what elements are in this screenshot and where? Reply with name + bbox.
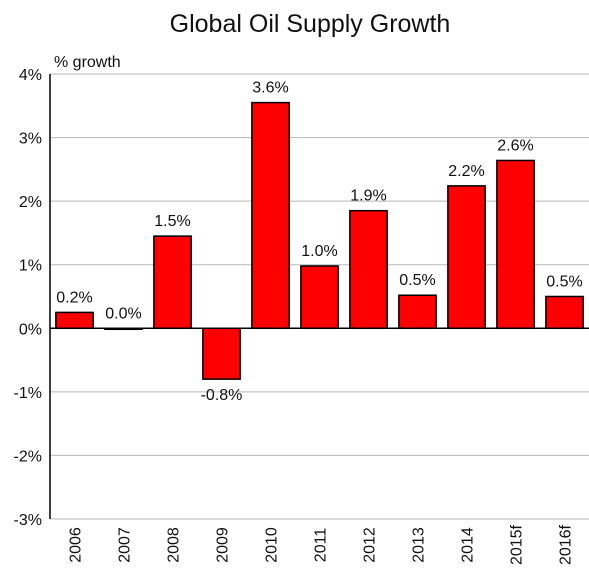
x-tick-label: 2011 [313,528,330,563]
x-tick-label: 2015f [509,524,526,565]
x-tick-label: 2010 [264,527,281,563]
data-labels: 0.2% 0.0% 1.5% -0.8% 3.6% 1.0% 1.9% 0.5% 2.2% 2.6… [56,80,582,405]
data-label: 1.0% [301,243,337,260]
bar [496,159,535,330]
y-tick-label: -2% [14,448,42,465]
y-tick-label: 3% [19,131,42,148]
data-label: 2.6% [497,137,533,154]
x-tick-label: 2008 [166,527,183,563]
bars [55,101,584,380]
y-axis-unit-label: % growth [54,54,121,71]
y-tick-label: 4% [19,67,42,84]
x-tick-label: 2009 [215,527,232,563]
data-label: 2.2% [448,163,484,180]
y-tick-label: 1% [19,258,42,275]
bar [251,101,290,330]
bar [55,311,94,330]
data-label: 0.2% [56,289,92,306]
data-label: 3.6% [252,80,288,97]
bar [300,265,339,330]
bar [447,185,486,330]
bar [349,209,388,330]
x-tick-label: 2013 [411,527,428,563]
y-tick-labels: 4% 3% 2% 1% 0% -1% -2% -3% [14,67,42,529]
data-label: 1.9% [350,188,386,205]
bar [202,327,241,380]
bar [153,235,192,330]
data-label: 0.5% [399,272,435,289]
y-tick-label: -1% [14,385,42,402]
x-tick-label: 2006 [68,527,85,563]
x-tick-label: 2007 [117,527,134,563]
data-label: 0.0% [105,305,141,322]
bar [398,294,437,330]
x-tick-label: 2016f [558,524,575,565]
x-tick-label: 2012 [362,527,379,563]
x-tick-label: 2014 [460,527,477,563]
y-tick-label: -3% [14,512,42,529]
data-label: 1.5% [154,213,190,230]
data-label: -0.8% [201,387,243,404]
y-tick-label: 0% [19,321,42,338]
x-tick-labels: 2006 2007 2008 2009 2010 2011 2012 2013 2014 2015… [68,524,575,565]
gridlines [50,73,589,520]
chart-title: Global Oil Supply Growth [170,10,451,38]
data-label: 0.5% [546,274,582,291]
y-tick-label: 2% [19,194,42,211]
bar [545,295,584,330]
